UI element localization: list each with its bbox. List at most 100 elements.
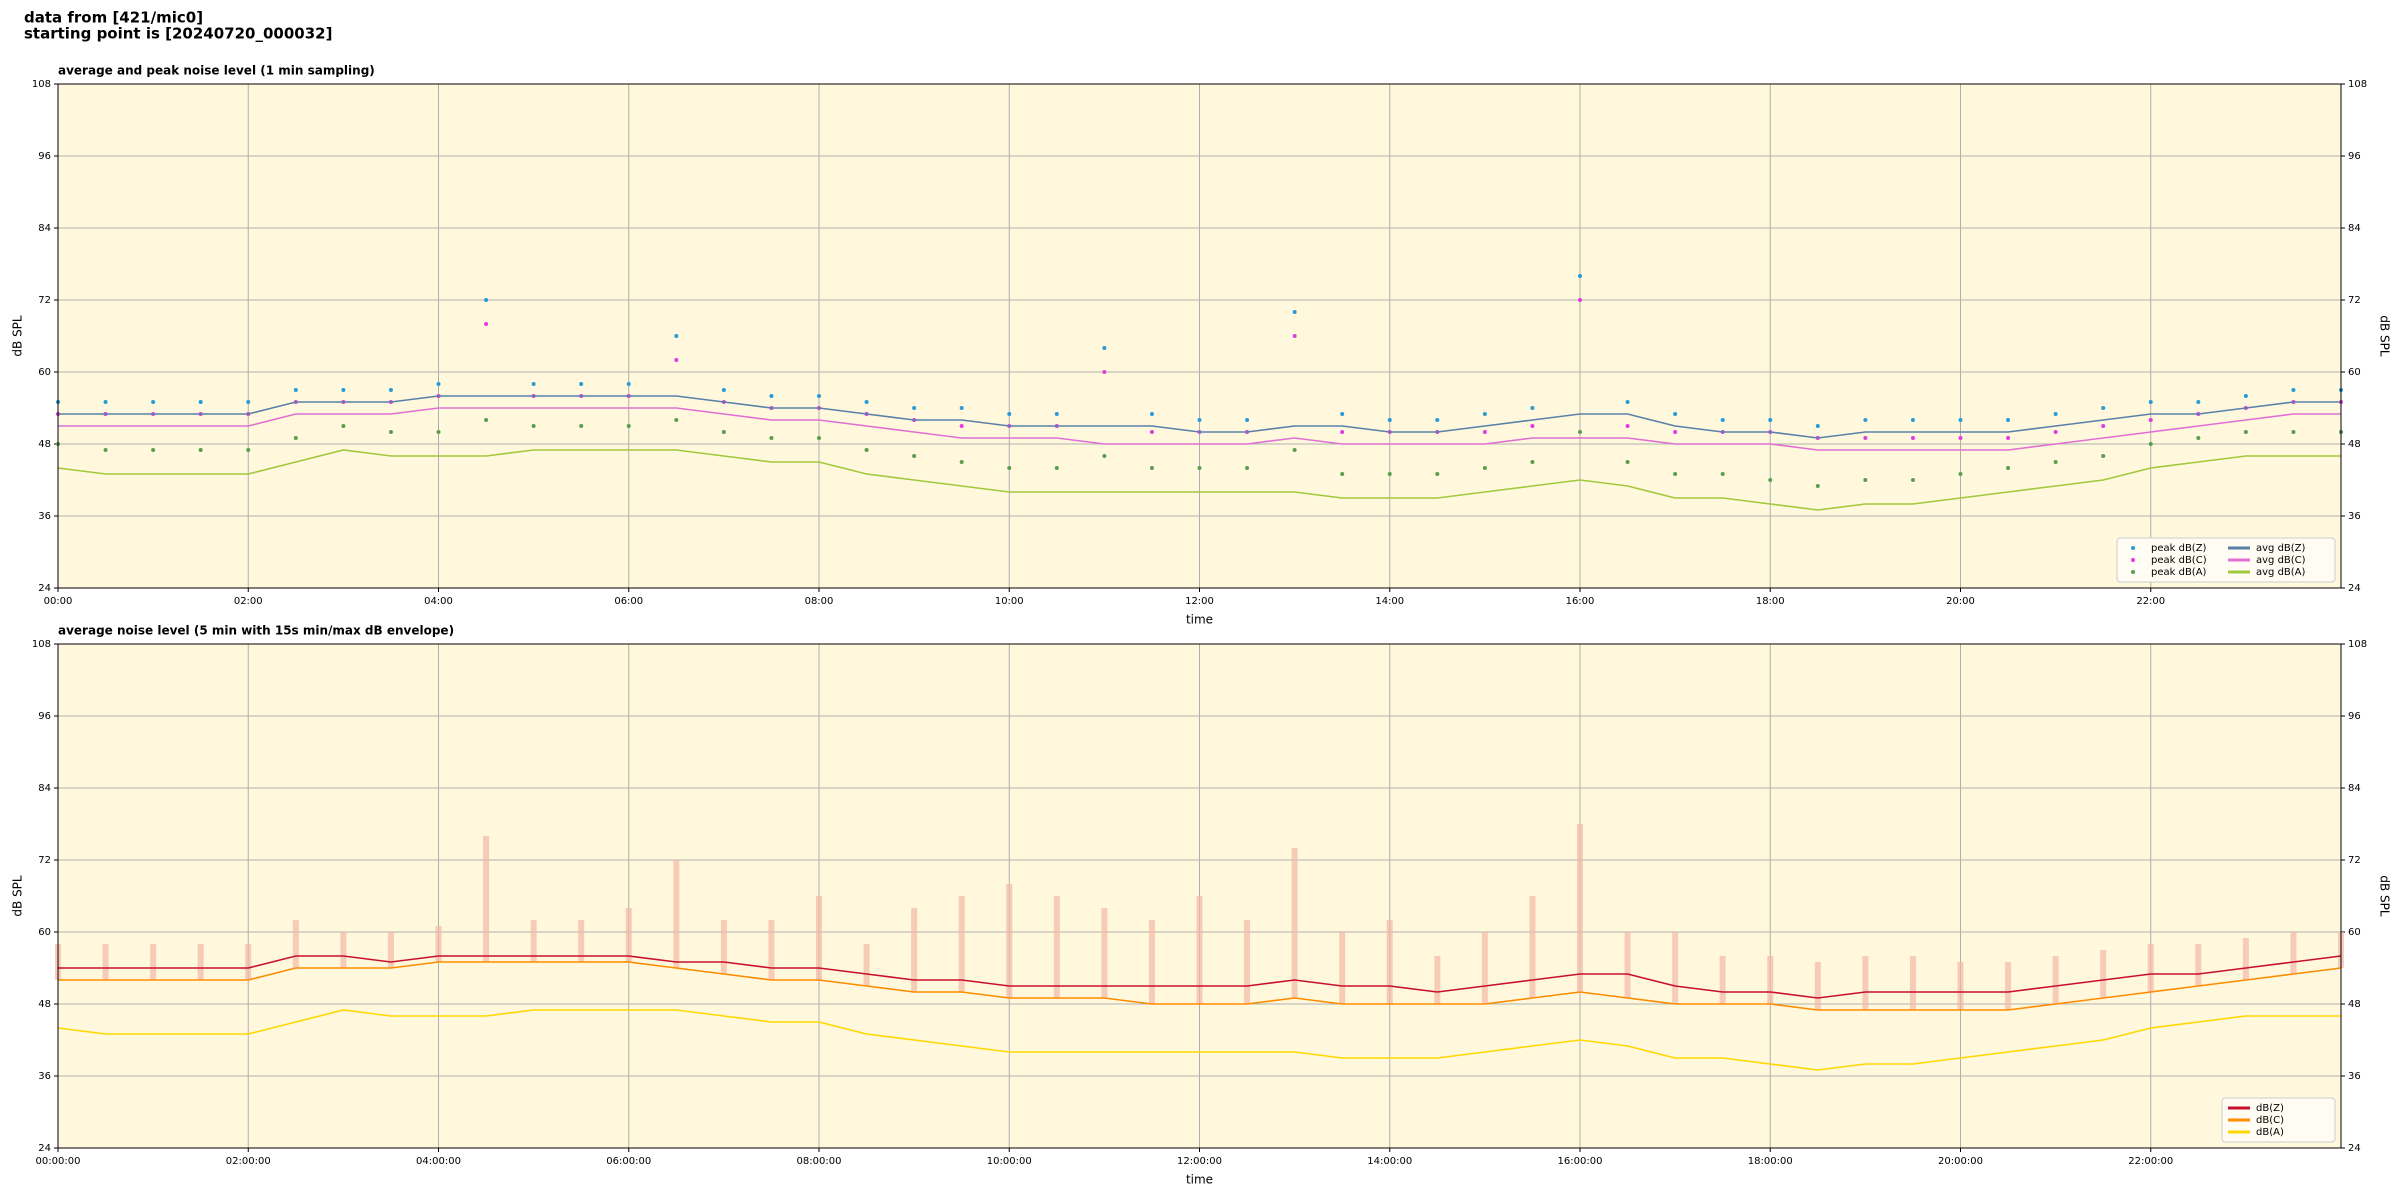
series-line	[58, 395, 2341, 439]
x-tick-label: 02:00	[234, 596, 263, 607]
peak-point	[1102, 346, 1107, 350]
peak-point	[2196, 436, 2201, 440]
peak-point	[1863, 478, 1868, 482]
peak-point	[2148, 442, 2153, 446]
y-tick-label: 48	[38, 999, 51, 1010]
y2-tick-label: 24	[2348, 583, 2361, 594]
peak-point	[1530, 406, 1535, 410]
y-tick-label: 72	[38, 855, 51, 866]
peak-point	[1007, 466, 1012, 470]
series-line	[58, 955, 2342, 999]
x-tick-label: 00:00	[44, 596, 73, 607]
peak-point	[769, 394, 774, 398]
peak-point	[151, 400, 156, 404]
peak-point	[721, 430, 726, 434]
y-axis-label: dB SPL	[11, 875, 25, 917]
peak-point	[531, 424, 536, 428]
peak-point	[1768, 418, 1773, 422]
peak-point	[436, 382, 441, 386]
peak-point	[864, 400, 869, 404]
legend-label: peak dB(A)	[2151, 567, 2207, 578]
y-tick-label: 108	[32, 79, 51, 90]
peak-point	[674, 418, 679, 422]
legend-label: dB(A)	[2256, 1127, 2284, 1138]
chart-title: average noise level (5 min with 15s min/…	[58, 624, 454, 638]
y-tick-label: 24	[38, 583, 51, 594]
y-tick-label: 96	[38, 151, 51, 162]
peak-point	[388, 430, 393, 434]
x-tick-label: 04:00:00	[416, 1156, 461, 1167]
peak-point	[817, 436, 821, 440]
peak-point	[2101, 454, 2106, 458]
peak-point	[1578, 274, 1582, 278]
peak-point	[1720, 472, 1725, 476]
peak-point	[436, 430, 441, 434]
peak-point	[1910, 418, 1915, 422]
peak-point	[1625, 460, 1630, 464]
peak-point	[1387, 472, 1392, 476]
peak-point	[1863, 436, 1868, 440]
x-tick-label: 00:00:00	[36, 1156, 81, 1167]
x-axis-label: time	[1186, 613, 1213, 627]
peak-point	[1673, 472, 1678, 476]
series-line	[57, 449, 2341, 511]
y-tick-label: 24	[38, 1143, 51, 1154]
y2-tick-label: 72	[2348, 855, 2361, 866]
y2-tick-label: 60	[2348, 367, 2361, 378]
y-tick-label: 72	[38, 295, 51, 306]
peak-point	[484, 418, 489, 422]
peak-point	[1245, 418, 1250, 422]
x-tick-label: 22:00:00	[2128, 1156, 2173, 1167]
peak-point	[1578, 298, 1582, 302]
peak-point	[1768, 478, 1773, 482]
peak-point	[769, 436, 774, 440]
peak-point	[1673, 430, 1678, 434]
peak-point	[674, 334, 679, 338]
series-line	[57, 1009, 2341, 1071]
peak-point	[246, 448, 251, 452]
peak-point	[103, 400, 108, 404]
legend-label: dB(C)	[2256, 1115, 2284, 1126]
peak-point	[2148, 400, 2153, 404]
x-tick-label: 08:00	[805, 596, 834, 607]
y2-tick-label: 36	[2348, 511, 2361, 522]
legend-marker	[2131, 570, 2135, 574]
y2-axis-label: dB SPL	[2378, 315, 2392, 357]
peak-point	[484, 298, 489, 302]
legend-marker	[2131, 546, 2135, 550]
x-tick-label: 22:00	[2136, 596, 2165, 607]
peak-point	[293, 388, 298, 392]
peak-point	[1102, 454, 1107, 458]
peak-point	[1387, 418, 1392, 422]
peak-point	[1292, 334, 1297, 338]
x-tick-label: 14:00	[1375, 596, 1404, 607]
x-tick-label: 20:00:00	[1938, 1156, 1983, 1167]
x-tick-label: 04:00	[424, 596, 453, 607]
peak-point	[959, 424, 964, 428]
y2-axis-label: dB SPL	[2378, 875, 2392, 917]
peak-point	[2101, 406, 2106, 410]
x-tick-label: 18:00	[1756, 596, 1785, 607]
header-start: starting point is [20240720_000032]	[24, 25, 332, 43]
peak-point	[1530, 460, 1535, 464]
y2-tick-label: 96	[2348, 151, 2361, 162]
header-source: data from [421/mic0]	[24, 9, 203, 27]
legend-box	[2116, 537, 2336, 583]
x-tick-label: 06:00:00	[606, 1156, 651, 1167]
peak-point	[864, 448, 869, 452]
chart-title: average and peak noise level (1 min samp…	[58, 64, 375, 78]
y-tick-label: 84	[38, 783, 51, 794]
peak-point	[531, 382, 536, 386]
legend-label: dB(Z)	[2256, 1103, 2284, 1114]
legend-label: avg dB(C)	[2256, 555, 2306, 566]
x-tick-label: 12:00:00	[1177, 1156, 1222, 1167]
y2-tick-label: 108	[2348, 79, 2367, 90]
peak-point	[1102, 370, 1107, 374]
peak-point	[721, 388, 726, 392]
peak-point	[579, 424, 584, 428]
peak-point	[1149, 466, 1154, 470]
peak-point	[198, 448, 203, 452]
peak-point	[246, 400, 251, 404]
peak-point	[1197, 418, 1202, 422]
